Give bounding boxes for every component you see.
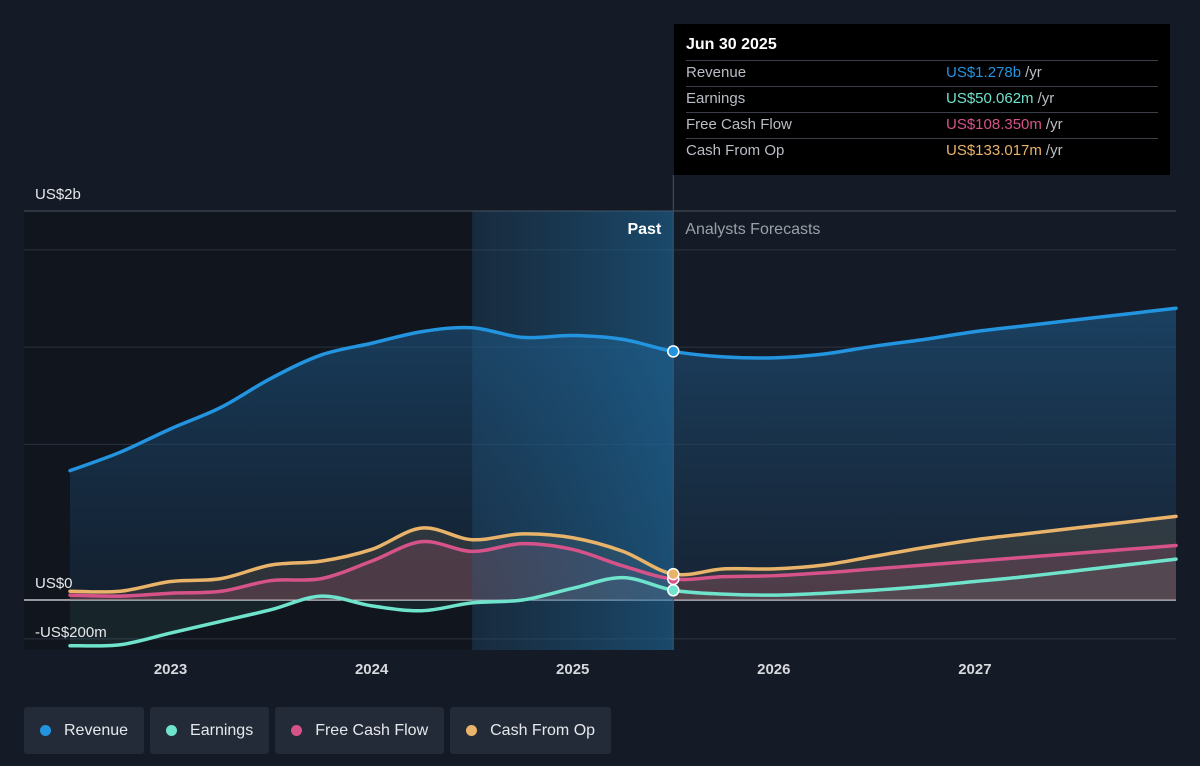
hover-markers — [667, 345, 680, 597]
x-tick-label: 2026 — [757, 661, 790, 678]
tooltip-unit: /yr — [1045, 116, 1063, 133]
tooltip-unit: /yr — [1037, 90, 1055, 107]
tooltip-row-earnings: Earnings US$50.062m /yr — [686, 86, 1158, 112]
tooltip-label: Free Cash Flow — [686, 116, 792, 133]
tooltip-value: US$108.350m — [946, 116, 1042, 133]
x-tick-label: 2023 — [154, 661, 187, 678]
legend-label: Revenue — [64, 721, 129, 739]
cash-from-op-line — [68, 514, 1178, 594]
axis-labels: US$2b US$0 -US$200m 2023 2024 2025 2026 2027 Pas… — [35, 186, 992, 678]
legend-item-earnings[interactable]: Earnings — [150, 707, 270, 754]
y-tick-label: US$2b — [35, 186, 81, 203]
tooltip: Jun 30 2025 Revenue US$1.278b /yr Earnin… — [674, 24, 1170, 175]
past-label: Past — [627, 221, 661, 238]
highlight-band — [472, 211, 674, 650]
x-tick-label: 2025 — [556, 661, 589, 678]
y-tick-label: -US$200m — [35, 624, 107, 641]
tooltip-label: Revenue — [686, 64, 747, 81]
legend-item-cash-from-op[interactable]: Cash From Op — [450, 707, 612, 754]
tooltip-date: Jun 30 2025 — [686, 36, 777, 53]
tooltip-value: US$133.017m — [946, 142, 1042, 159]
tooltip-unit: /yr — [1045, 142, 1063, 159]
legend-dot-icon — [466, 725, 478, 736]
legend: Revenue Earnings Free Cash Flow Cash Fro… — [24, 707, 612, 754]
tooltip-unit: /yr — [1025, 64, 1042, 81]
cash-from-op-marker — [667, 567, 680, 581]
line-chart: US$2b US$0 -US$200m 2023 2024 2025 2026 2027 Pas… — [24, 175, 1178, 678]
tooltip-row-revenue: Revenue US$1.278b /yr — [686, 60, 1158, 86]
legend-dot-icon — [291, 725, 303, 736]
x-tick-label: 2024 — [355, 661, 389, 678]
legend-item-revenue[interactable]: Revenue — [24, 707, 145, 754]
legend-item-free-cash-flow[interactable]: Free Cash Flow — [275, 707, 445, 754]
y-tick-label: US$0 — [35, 575, 73, 592]
legend-label: Earnings — [190, 721, 254, 739]
tooltip-label: Cash From Op — [686, 142, 785, 159]
legend-label: Free Cash Flow — [315, 721, 429, 739]
series-lines — [68, 306, 1178, 648]
free-cash-flow-line — [68, 539, 1178, 598]
earnings-marker — [667, 584, 680, 597]
tooltip-row-cash-from-op: Cash From Op US$133.017m /yr — [686, 138, 1158, 164]
x-tick-label: 2027 — [958, 661, 991, 678]
legend-label: Cash From Op — [490, 721, 596, 739]
legend-dot-icon — [166, 725, 178, 736]
tooltip-label: Earnings — [686, 90, 746, 107]
tooltip-value: US$1.278b — [946, 64, 1022, 81]
revenue-marker — [667, 345, 680, 358]
tooltip-value: US$50.062m — [946, 90, 1034, 107]
forecast-label: Analysts Forecasts — [685, 221, 820, 238]
revenue-line — [68, 306, 1178, 473]
legend-dot-icon — [40, 725, 51, 736]
tooltip-row-free-cash-flow: Free Cash Flow US$108.350m /yr — [686, 112, 1158, 138]
earnings-line — [68, 557, 1178, 648]
